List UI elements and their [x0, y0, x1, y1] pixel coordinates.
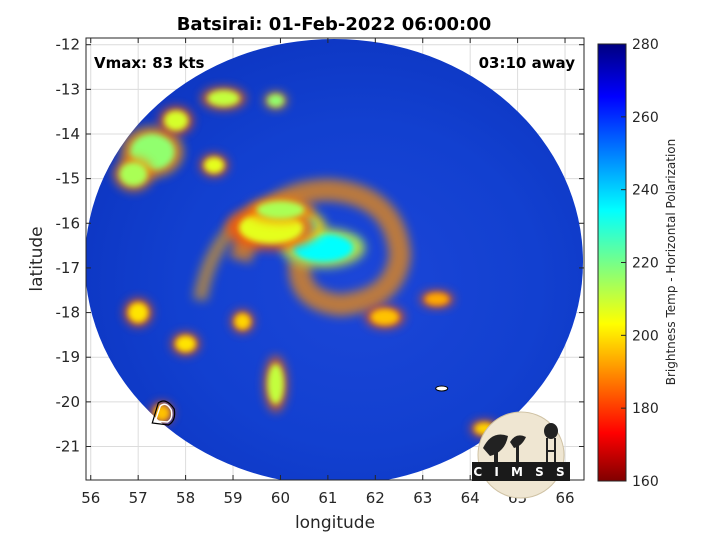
- y-tick-label: -19: [56, 348, 81, 366]
- axes-frame: [85, 37, 585, 481]
- feature-cell-n-2: [267, 94, 284, 107]
- y-axis-ticks: -12 -13 -14 -15 -16 -17 -18 -19 -20 -21: [56, 36, 584, 456]
- contour-inner-mauritius: [154, 403, 173, 423]
- contour-mauritius: [151, 400, 176, 426]
- feature-cell-se-1: [370, 309, 399, 326]
- y-axis-label: latitude: [27, 226, 47, 291]
- feature-cell-n-1: [207, 90, 240, 107]
- land-contours: [151, 385, 449, 426]
- colorbar: 280 260 240 220 200 180 160 Brightness Temp - …: [597, 37, 678, 490]
- x-axis-label: longitude: [295, 513, 375, 533]
- y-tick-label: -16: [56, 214, 81, 232]
- colorbar-label: Brightness Temp - Horizontal Polarizatio…: [664, 139, 678, 386]
- colorbar-tick-label: 180: [632, 401, 659, 417]
- y-tick-label: -12: [56, 36, 81, 54]
- feature-band-south: [267, 364, 284, 405]
- x-tick-label: 61: [318, 489, 337, 507]
- contour-rodrigues: [435, 385, 449, 392]
- x-tick-label: 56: [81, 489, 100, 507]
- satellite-dish-icon: [483, 434, 526, 464]
- feature-cell-nw-3: [164, 110, 189, 131]
- cimss-logo-text: C I M S S: [473, 465, 568, 479]
- x-tick-label: 60: [271, 489, 290, 507]
- y-tick-label: -13: [56, 80, 81, 98]
- feature-cell-se-2: [424, 293, 449, 306]
- y-tick-label: -20: [56, 393, 81, 411]
- y-tick-label: -15: [56, 170, 81, 188]
- colorbar-tick-label: 220: [632, 256, 659, 272]
- colorbar-tick-label: 240: [632, 183, 659, 199]
- feature-cell-nw-4: [204, 157, 225, 174]
- vmax-annotation: Vmax: 83 kts: [94, 54, 204, 72]
- feature-band-north: [256, 200, 305, 219]
- feature-eyewall-ring: [293, 233, 354, 262]
- y-tick-label: -17: [56, 259, 81, 277]
- feature-cell-s-1: [234, 313, 251, 330]
- feature-cell-sw-2: [128, 302, 149, 323]
- x-tick-label: 58: [176, 489, 195, 507]
- y-tick-label: -21: [56, 438, 81, 456]
- colorbar-ticks: 280 260 240 220 200 180 160: [621, 37, 659, 490]
- colorbar-tick-label: 280: [632, 37, 659, 53]
- x-tick-label: 64: [461, 489, 480, 507]
- colorbar-tick-label: 260: [632, 110, 659, 126]
- x-tick-label: 66: [555, 489, 574, 507]
- x-tick-label: 63: [413, 489, 432, 507]
- colorbar-tick-label: 200: [632, 328, 659, 344]
- feature-cell-sw-1: [175, 335, 196, 352]
- water-tower-icon: [544, 423, 558, 464]
- feature-island-west: [153, 405, 170, 422]
- x-tick-label: 59: [223, 489, 242, 507]
- y-tick-label: -14: [56, 125, 81, 143]
- swath-group: [86, 39, 583, 480]
- x-tick-label: 57: [129, 489, 148, 507]
- y-tick-label: -18: [56, 304, 81, 322]
- cimss-logo: C I M S S: [472, 411, 570, 499]
- brightness-features: [113, 87, 499, 438]
- colorbar-tick-label: 160: [632, 474, 659, 490]
- chart-title: Batsirai: 01-Feb-2022 06:00:00: [177, 14, 492, 35]
- time-away-annotation: 03:10 away: [479, 54, 576, 72]
- x-tick-label: 62: [366, 489, 385, 507]
- feature-cell-nw-2: [119, 162, 148, 187]
